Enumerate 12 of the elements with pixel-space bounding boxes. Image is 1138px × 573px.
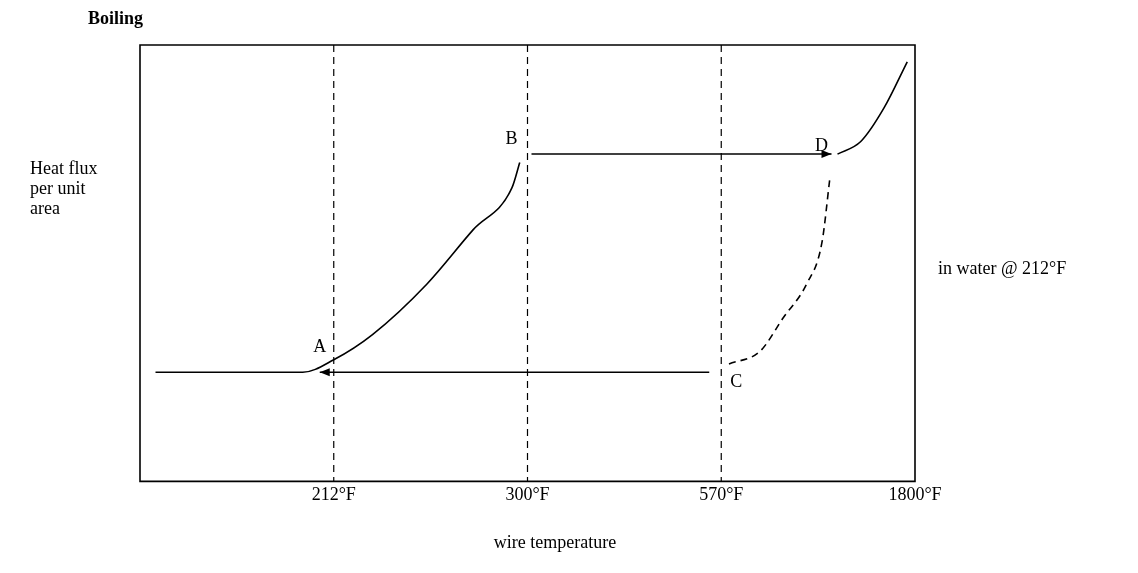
x-tick-label: 212°F (311, 483, 356, 504)
chart-title: Boiling (88, 8, 144, 28)
annotation: C (730, 371, 743, 392)
x-tick-label: 1800°F (888, 483, 942, 504)
x-tick-label: 570°F (699, 483, 744, 504)
y-axis-title: Heat flux per unit area (30, 158, 99, 218)
text: in water @ 212°F (938, 258, 1067, 278)
x-axis-title: wire temperature (492, 532, 618, 552)
annotation: B (505, 128, 518, 149)
annotation: A (313, 336, 327, 357)
annotation: D (815, 134, 828, 155)
x-tick-label: 300°F (505, 483, 550, 504)
